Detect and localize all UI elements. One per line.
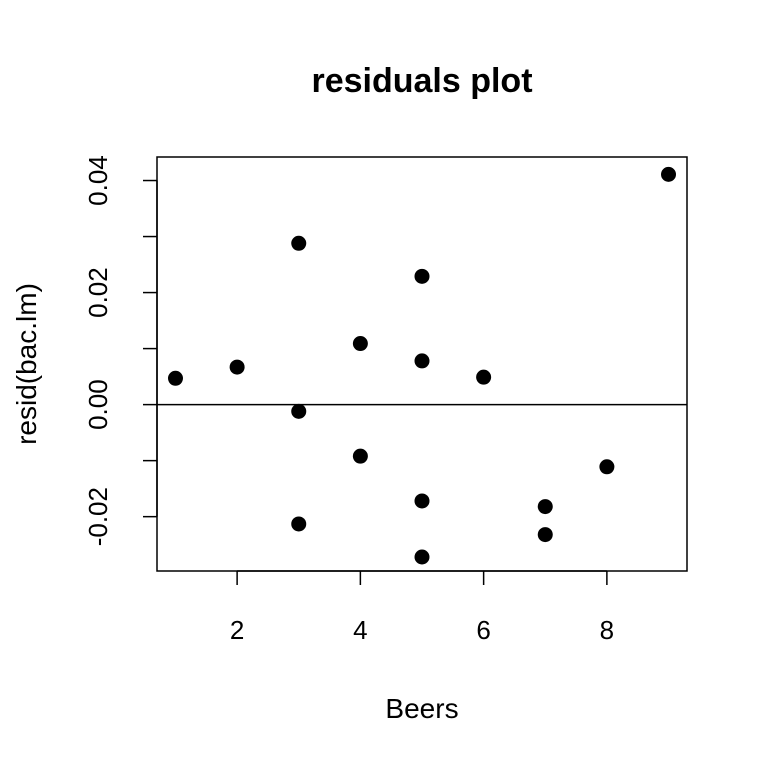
axes-layer: 2 4 6 8 -0.02 0.00 0.02 0.04 bbox=[83, 155, 687, 645]
data-point bbox=[537, 499, 553, 515]
data-point bbox=[414, 493, 430, 509]
x-tick-label: 2 bbox=[230, 615, 244, 645]
x-tick-label: 6 bbox=[476, 615, 490, 645]
data-point bbox=[352, 448, 368, 464]
data-point bbox=[229, 359, 245, 375]
y-tick-label: 0.04 bbox=[83, 155, 113, 206]
data-point bbox=[291, 516, 307, 532]
y-tick-label: 0.00 bbox=[83, 379, 113, 430]
data-point bbox=[414, 549, 430, 565]
data-point bbox=[599, 459, 615, 475]
x-tick-label: 8 bbox=[600, 615, 614, 645]
data-point bbox=[537, 527, 553, 543]
data-points-layer bbox=[167, 166, 677, 565]
chart-title: residuals plot bbox=[311, 62, 532, 100]
data-point bbox=[414, 268, 430, 284]
y-tick-label: -0.02 bbox=[83, 487, 113, 546]
x-tick-label: 4 bbox=[353, 615, 367, 645]
data-point bbox=[352, 336, 368, 352]
y-tick-label: 0.02 bbox=[83, 267, 113, 318]
data-point bbox=[414, 353, 430, 369]
data-point bbox=[476, 369, 492, 385]
data-point bbox=[291, 235, 307, 251]
data-point bbox=[167, 370, 183, 386]
data-point bbox=[291, 403, 307, 419]
data-point bbox=[661, 166, 677, 182]
x-axis-label: Beers bbox=[385, 693, 458, 724]
y-axis-label: resid(bac.lm) bbox=[11, 283, 42, 445]
